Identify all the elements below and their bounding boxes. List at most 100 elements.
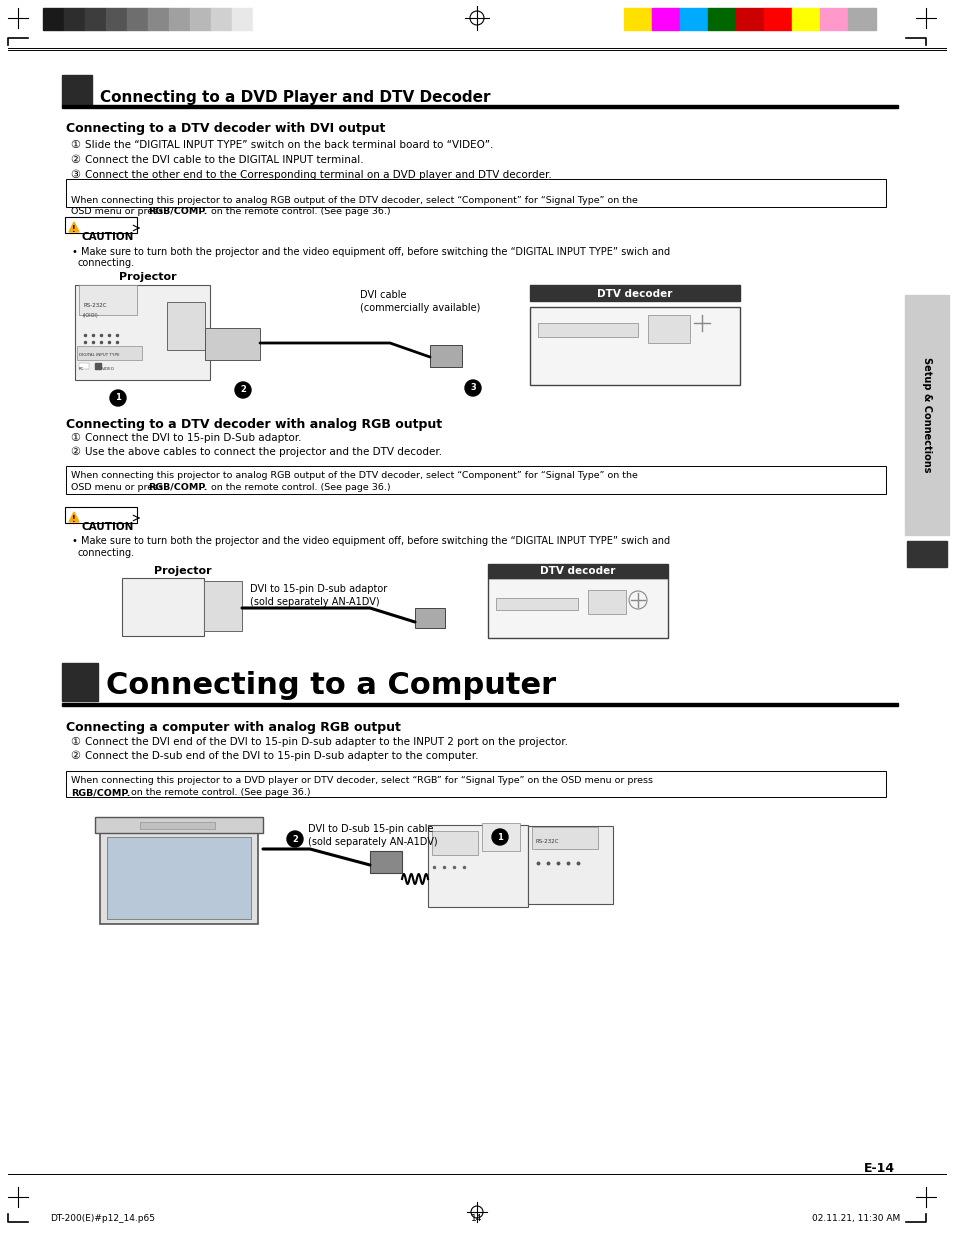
Text: When connecting this projector to analog RGB output of the DTV decoder, select “: When connecting this projector to analog… [71,196,638,205]
Text: on the remote control. (See page 36.): on the remote control. (See page 36.) [128,788,311,797]
Text: When connecting this projector to a DVD player or DTV decoder, select “RGB” for : When connecting this projector to a DVD … [71,776,652,785]
Text: ①: ① [70,140,80,149]
Text: !: ! [72,515,75,524]
Text: 2: 2 [292,835,297,844]
Text: DIGITAL INPUT TYPE: DIGITAL INPUT TYPE [79,353,119,357]
Bar [370,851,401,873]
Bar [205,329,260,359]
Bar [211,7,232,30]
Text: ①: ① [70,737,80,747]
Text: 2: 2 [240,385,246,394]
Bar [432,831,477,855]
Bar [204,580,242,631]
Text: connecting.: connecting. [78,258,135,268]
Bar [428,825,527,906]
Bar [481,823,519,851]
FancyBboxPatch shape [65,508,137,522]
Text: 1: 1 [497,832,502,841]
Text: Connect the other end to the Corresponding terminal on a DVD player and DTV deco: Connect the other end to the Correspondi… [85,170,551,180]
Text: Connecting to a DVD Player and DTV Decoder: Connecting to a DVD Player and DTV Decod… [100,90,490,105]
Text: RGB/COMP.: RGB/COMP. [148,483,207,492]
Text: DTV decoder: DTV decoder [539,566,615,576]
Bar [64,7,85,30]
Text: E-14: E-14 [863,1162,894,1174]
Circle shape [492,829,507,845]
Text: ②: ② [70,751,80,761]
Text: on the remote control. (See page 36.): on the remote control. (See page 36.) [208,483,390,492]
Bar [140,823,214,829]
Bar [651,7,679,30]
Bar [735,7,763,30]
Text: Connecting to a DTV decoder with DVI output: Connecting to a DTV decoder with DVI out… [66,122,385,135]
Bar [148,7,169,30]
Text: RGB/COMP.: RGB/COMP. [71,788,131,797]
Text: DVI to D-sub 15-pin cable
(sold separately AN-A1DV): DVI to D-sub 15-pin cable (sold separate… [308,824,437,847]
Text: DTV decoder: DTV decoder [597,289,672,299]
Bar [679,7,707,30]
Bar [122,578,204,636]
Bar [75,285,210,380]
Bar [532,827,598,848]
Bar [253,7,274,30]
Bar [62,663,98,701]
Text: !: ! [72,225,75,233]
Text: RS-232C: RS-232C [536,839,558,844]
Bar [77,346,142,359]
Bar [85,7,106,30]
Text: Connecting to a DTV decoder with analog RGB output: Connecting to a DTV decoder with analog … [66,417,441,431]
Bar [904,295,948,535]
Text: Use the above cables to connect the projector and the DTV decoder.: Use the above cables to connect the proj… [85,447,441,457]
Bar [488,564,667,578]
Bar [707,7,735,30]
Text: Slide the “DIGITAL INPUT TYPE” switch on the back terminal board to “VIDEO”.: Slide the “DIGITAL INPUT TYPE” switch on… [85,140,493,149]
Bar [167,303,205,350]
Text: • Make sure to turn both the projector and the video equipment off, before switc: • Make sure to turn both the projector a… [71,536,669,546]
Bar [100,829,257,924]
Text: PC: PC [79,367,84,370]
Text: (IOIOI): (IOIOI) [83,312,99,317]
Bar [62,703,897,706]
FancyBboxPatch shape [65,217,137,233]
Text: Connecting a computer with analog RGB output: Connecting a computer with analog RGB ou… [66,721,400,734]
Text: DT-200(E)#p12_14.p65: DT-200(E)#p12_14.p65 [50,1214,154,1223]
Bar [496,598,578,610]
Text: VIDEO: VIDEO [102,367,115,370]
Polygon shape [69,222,79,232]
Bar [906,541,946,567]
Text: Connect the DVI cable to the DIGITAL INPUT terminal.: Connect the DVI cable to the DIGITAL INP… [85,156,363,165]
Text: ③: ③ [70,170,80,180]
FancyBboxPatch shape [66,179,885,207]
Bar [530,285,740,301]
Text: When connecting this projector to analog RGB output of the DTV decoder, select “: When connecting this projector to analog… [71,471,638,480]
Text: 1: 1 [115,394,121,403]
Text: on the remote control. (See page 36.): on the remote control. (See page 36.) [208,207,390,216]
Circle shape [110,390,126,406]
Bar [820,7,847,30]
Bar [763,7,791,30]
Bar [587,590,625,614]
Bar [169,7,190,30]
Text: RGB/COMP.: RGB/COMP. [148,207,207,216]
Bar [847,7,875,30]
Polygon shape [69,513,79,522]
Text: Projector: Projector [119,272,176,282]
Bar [95,818,263,832]
Text: CAUTION: CAUTION [82,522,134,532]
Text: OSD menu or press: OSD menu or press [71,207,166,216]
Circle shape [287,831,303,847]
Text: Connect the D-sub end of the DVI to 15-pin D-sub adapter to the computer.: Connect the D-sub end of the DVI to 15-p… [85,751,478,761]
FancyBboxPatch shape [66,771,885,797]
Text: RS-232C: RS-232C [83,303,107,308]
FancyBboxPatch shape [66,466,885,494]
Text: • Make sure to turn both the projector and the video equipment off, before switc: • Make sure to turn both the projector a… [71,247,669,257]
Bar [430,345,461,367]
Bar [106,7,127,30]
Text: Projector: Projector [154,566,212,576]
Bar [415,608,444,629]
Text: ②: ② [70,156,80,165]
Bar [43,7,64,30]
Bar [62,75,91,105]
Text: 02.11.21, 11:30 AM: 02.11.21, 11:30 AM [811,1214,899,1223]
Bar [107,837,251,919]
Text: connecting.: connecting. [78,548,135,558]
